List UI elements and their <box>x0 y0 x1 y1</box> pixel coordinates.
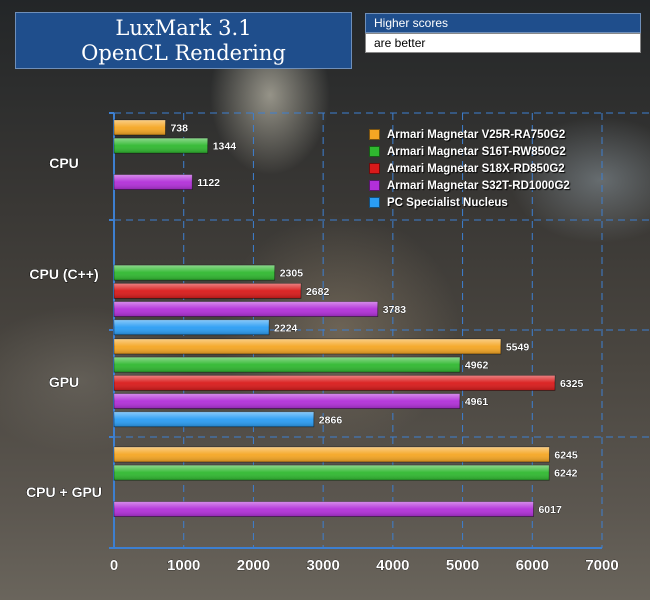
bar-value-label: 1122 <box>197 177 220 189</box>
scoring-note-body: are better <box>365 33 641 53</box>
bar-value-label: 5549 <box>506 342 530 354</box>
bar-value-label: 2305 <box>280 268 304 280</box>
legend-swatch <box>369 129 380 140</box>
legend-item: Armari Magnetar V25R-RA750G2 <box>369 126 570 143</box>
legend-item: Armari Magnetar S32T-RD1000G2 <box>369 177 570 194</box>
x-tick-label: 5000 <box>446 557 479 574</box>
legend-label: PC Specialist Nucleus <box>387 196 508 209</box>
bar-gloss <box>114 501 534 517</box>
bar-gloss <box>114 138 208 154</box>
legend-label: Armari Magnetar S32T-RD1000G2 <box>387 179 570 192</box>
labels: 0 1000 2000 3000 4000 5000 6000 7000 CPU CPU (C++… <box>26 122 619 574</box>
bar-gloss <box>114 319 270 335</box>
legend-item: Armari Magnetar S18X-RD850G2 <box>369 160 570 177</box>
bar-gloss <box>114 283 301 299</box>
bar-value-label: 6017 <box>538 504 562 516</box>
bar-gloss <box>114 174 193 190</box>
x-tick-label: 6000 <box>516 557 549 574</box>
legend-swatch <box>369 146 380 157</box>
x-tick-label: 7000 <box>585 557 618 574</box>
legend-swatch <box>369 180 380 191</box>
legend-swatch <box>369 197 380 208</box>
legend-item: Armari Magnetar S16T-RW850G2 <box>369 143 570 160</box>
bar-value-label: 3783 <box>383 304 407 316</box>
bar-value-label: 738 <box>170 123 188 135</box>
chart-title: LuxMark 3.1 <box>115 16 252 40</box>
x-tick-label: 0 <box>110 557 118 574</box>
category-label: CPU + GPU <box>26 484 102 500</box>
chart-subtitle: OpenCL Rendering <box>81 41 286 65</box>
scoring-note-header: Higher scores <box>365 13 641 33</box>
bar-gloss <box>114 301 378 317</box>
bars <box>113 119 556 518</box>
chart-title-box: LuxMark 3.1 OpenCL Rendering <box>15 12 352 69</box>
bar-value-label: 1344 <box>213 141 237 153</box>
bar-gloss <box>114 265 275 281</box>
bar-value-label: 2682 <box>306 286 330 298</box>
bar-gloss <box>114 465 550 481</box>
x-tick-label: 1000 <box>167 557 200 574</box>
legend-label: Armari Magnetar S18X-RD850G2 <box>387 162 565 175</box>
bar-gloss <box>114 375 555 391</box>
category-label: GPU <box>49 374 79 390</box>
bar-gloss <box>114 339 501 354</box>
bar-value-label: 6245 <box>554 450 578 462</box>
x-tick-label: 2000 <box>237 557 270 574</box>
chart-legend: Armari Magnetar V25R-RA750G2 Armari Magne… <box>369 126 570 211</box>
bar-value-label: 6325 <box>560 378 584 390</box>
bar-value-label: 2224 <box>274 322 298 334</box>
bar-value-label: 6242 <box>554 468 578 480</box>
legend-item: PC Specialist Nucleus <box>369 194 570 211</box>
bar-value-label: 4961 <box>465 396 489 408</box>
bar-gloss <box>114 120 166 135</box>
bar-gloss <box>114 447 550 462</box>
category-label: CPU (C++) <box>29 266 98 282</box>
bar-value-label: 4962 <box>465 360 489 372</box>
x-tick-label: 4000 <box>376 557 409 574</box>
bar-gloss <box>114 411 314 427</box>
bar-gloss <box>114 393 460 409</box>
bar-gloss <box>114 357 460 373</box>
x-tick-label: 3000 <box>306 557 339 574</box>
legend-label: Armari Magnetar S16T-RW850G2 <box>387 145 566 158</box>
category-label: CPU <box>49 155 79 171</box>
bar-value-label: 2866 <box>319 414 343 426</box>
legend-label: Armari Magnetar V25R-RA750G2 <box>387 128 566 141</box>
legend-swatch <box>369 163 380 174</box>
